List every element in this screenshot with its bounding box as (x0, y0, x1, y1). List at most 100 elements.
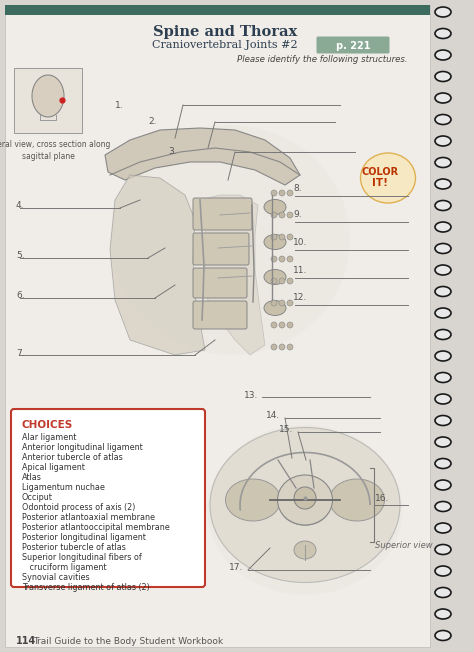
Ellipse shape (210, 428, 400, 582)
Text: Please identify the following structures.: Please identify the following structures… (237, 55, 408, 65)
Text: COLOR: COLOR (362, 167, 399, 177)
Ellipse shape (435, 630, 451, 640)
Text: Atlas: Atlas (22, 473, 42, 482)
Ellipse shape (208, 425, 402, 595)
Polygon shape (110, 175, 205, 355)
Ellipse shape (435, 394, 451, 404)
Ellipse shape (435, 437, 451, 447)
Text: Superior longitudinal fibers of: Superior longitudinal fibers of (22, 553, 142, 562)
Text: Apical ligament: Apical ligament (22, 463, 85, 472)
Text: CHOICES: CHOICES (22, 420, 73, 430)
Ellipse shape (435, 308, 451, 318)
Ellipse shape (435, 29, 451, 38)
FancyBboxPatch shape (11, 409, 205, 587)
Text: Craniovertebral Joints #2: Craniovertebral Joints #2 (152, 40, 298, 50)
Ellipse shape (435, 265, 451, 275)
Ellipse shape (435, 136, 451, 146)
Circle shape (279, 190, 285, 196)
Ellipse shape (435, 501, 451, 512)
Circle shape (279, 234, 285, 240)
Ellipse shape (435, 523, 451, 533)
Ellipse shape (264, 235, 286, 250)
Circle shape (279, 344, 285, 350)
Text: Superior view: Superior view (375, 541, 433, 550)
Text: 8.: 8. (293, 184, 301, 193)
Ellipse shape (435, 72, 451, 82)
Text: 3.: 3. (168, 147, 177, 156)
Ellipse shape (361, 153, 416, 203)
Text: Anterior longitudinal ligament: Anterior longitudinal ligament (22, 443, 143, 452)
Text: Spine and Thorax: Spine and Thorax (153, 25, 297, 39)
Ellipse shape (294, 541, 316, 559)
Circle shape (279, 256, 285, 262)
Ellipse shape (435, 566, 451, 576)
Circle shape (287, 212, 293, 218)
Text: Alar ligament: Alar ligament (22, 433, 76, 442)
FancyBboxPatch shape (193, 233, 249, 265)
Circle shape (279, 278, 285, 284)
Circle shape (287, 234, 293, 240)
Text: 114: 114 (16, 636, 36, 646)
Ellipse shape (277, 475, 332, 525)
Text: Odontoid process of axis (2): Odontoid process of axis (2) (22, 503, 136, 512)
Ellipse shape (226, 479, 281, 521)
Text: 2.: 2. (148, 117, 156, 126)
Text: Ligamentum nuchae: Ligamentum nuchae (22, 483, 105, 492)
Text: Posterior atlantooccipital membrane: Posterior atlantooccipital membrane (22, 523, 170, 532)
Ellipse shape (264, 200, 286, 215)
Text: 10.: 10. (293, 238, 307, 247)
Text: 14.: 14. (266, 411, 280, 421)
Ellipse shape (435, 50, 451, 60)
Circle shape (287, 344, 293, 350)
Ellipse shape (435, 7, 451, 17)
Text: Posterior tubercle of atlas: Posterior tubercle of atlas (22, 543, 126, 552)
Circle shape (279, 300, 285, 306)
Text: Posterior longitudinal ligament: Posterior longitudinal ligament (22, 533, 146, 542)
Ellipse shape (435, 458, 451, 469)
Text: 1.: 1. (115, 100, 124, 110)
Circle shape (271, 322, 277, 328)
Ellipse shape (329, 479, 384, 521)
Text: 16.: 16. (375, 494, 389, 503)
FancyBboxPatch shape (193, 268, 247, 298)
Ellipse shape (435, 544, 451, 554)
Ellipse shape (110, 125, 350, 355)
Circle shape (271, 190, 277, 196)
Circle shape (271, 278, 277, 284)
Text: 6.: 6. (16, 291, 25, 301)
Ellipse shape (435, 201, 451, 211)
Bar (14, 68, 82, 133)
FancyBboxPatch shape (193, 301, 247, 329)
Circle shape (279, 212, 285, 218)
Text: 15.: 15. (279, 426, 293, 434)
Ellipse shape (435, 222, 451, 232)
Text: Posterior atlantoaxial membrane: Posterior atlantoaxial membrane (22, 513, 155, 522)
Ellipse shape (435, 115, 451, 125)
Circle shape (271, 300, 277, 306)
Circle shape (287, 300, 293, 306)
FancyBboxPatch shape (317, 37, 390, 53)
Ellipse shape (294, 487, 316, 509)
Polygon shape (105, 128, 300, 185)
Polygon shape (200, 195, 265, 355)
Ellipse shape (435, 587, 451, 597)
Ellipse shape (264, 301, 286, 316)
Text: Synovial cavities: Synovial cavities (22, 573, 90, 582)
Circle shape (287, 256, 293, 262)
Ellipse shape (435, 158, 451, 168)
Text: 9.: 9. (293, 210, 301, 219)
Text: Anterior tubercle of atlas: Anterior tubercle of atlas (22, 453, 123, 462)
Ellipse shape (435, 329, 451, 340)
Ellipse shape (435, 609, 451, 619)
Circle shape (271, 344, 277, 350)
Text: Lateral view, cross section along
sagittal plane: Lateral view, cross section along sagitt… (0, 140, 111, 161)
Text: cruciform ligament: cruciform ligament (22, 563, 107, 572)
Circle shape (287, 190, 293, 196)
Ellipse shape (435, 286, 451, 297)
Text: 12.: 12. (293, 293, 307, 302)
Text: Trail Guide to the Body Student Workbook: Trail Guide to the Body Student Workbook (33, 636, 223, 645)
Text: p. 221: p. 221 (336, 41, 370, 51)
Ellipse shape (435, 93, 451, 103)
Circle shape (271, 256, 277, 262)
Ellipse shape (435, 372, 451, 383)
